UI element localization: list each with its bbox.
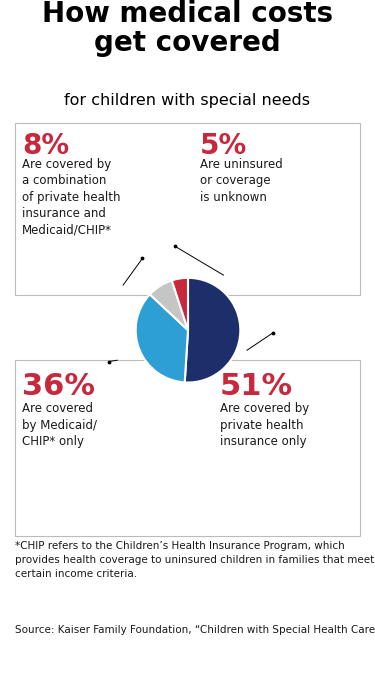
Wedge shape	[172, 278, 188, 330]
Text: *CHIP refers to the Children’s Health Insurance Program, which provides health c: *CHIP refers to the Children’s Health In…	[15, 541, 374, 579]
Text: How medical costs
get covered: How medical costs get covered	[42, 0, 333, 57]
Text: Are covered by
a combination
of private health
insurance and
Medicaid/CHIP*: Are covered by a combination of private …	[22, 158, 120, 237]
Bar	[15, 360, 360, 536]
Wedge shape	[136, 295, 188, 383]
Text: 36%: 36%	[22, 372, 95, 401]
Text: for children with special needs: for children with special needs	[64, 94, 310, 108]
Wedge shape	[150, 281, 188, 330]
Text: 8%: 8%	[22, 132, 69, 160]
Bar	[15, 123, 360, 295]
Text: Are uninsured
or coverage
is unknown: Are uninsured or coverage is unknown	[200, 158, 283, 204]
Text: Are covered by
private health
insurance only: Are covered by private health insurance …	[220, 403, 309, 448]
Text: 51%: 51%	[220, 372, 293, 401]
Text: Are covered
by Medicaid/
CHIP* only: Are covered by Medicaid/ CHIP* only	[22, 403, 97, 448]
Text: Source: Kaiser Family Foundation, “Children with Special Health Care Needs: Cove: Source: Kaiser Family Foundation, “Child…	[15, 625, 375, 635]
Text: 5%: 5%	[200, 132, 247, 160]
Wedge shape	[185, 278, 240, 383]
